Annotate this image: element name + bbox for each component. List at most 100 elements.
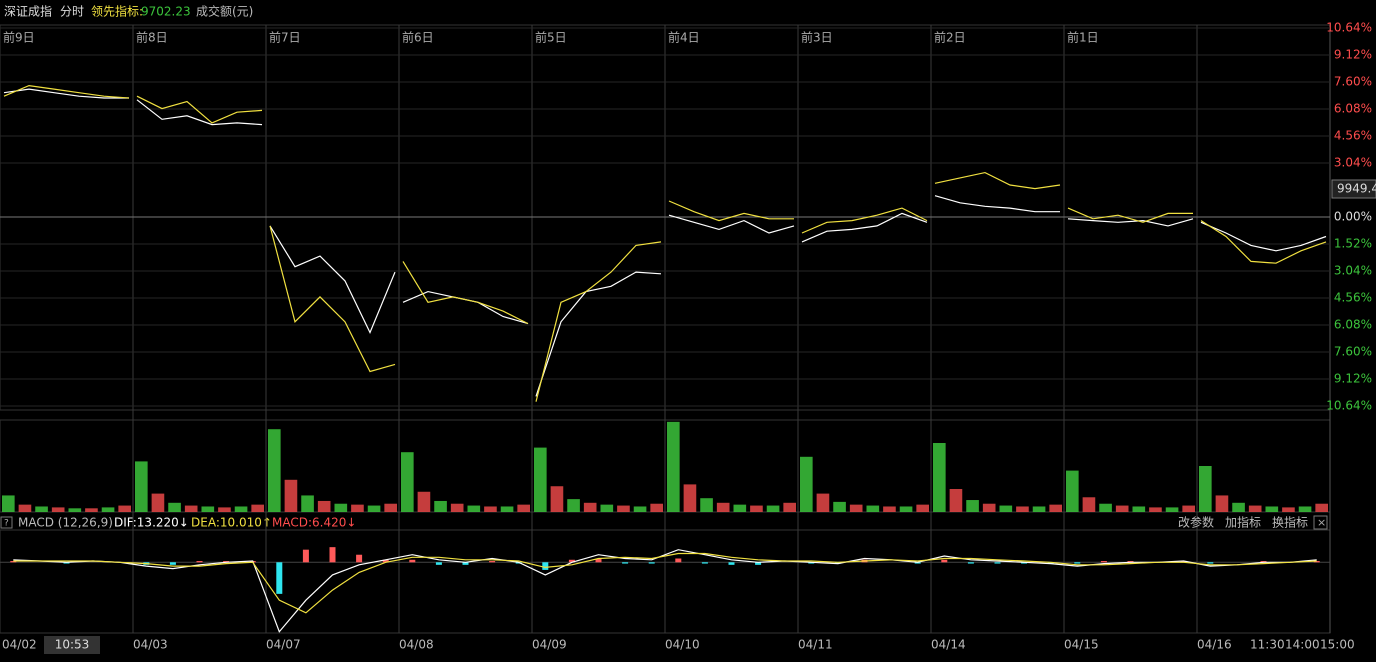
volume-bar: [1199, 466, 1212, 512]
macd-bar: [941, 559, 948, 563]
macd-bar: [834, 562, 841, 564]
volume-bar: [118, 505, 131, 512]
y-tick-label: 0.00%: [1334, 210, 1372, 224]
macd-label: MACD:6.420↓: [272, 516, 356, 530]
volume-bar: [68, 508, 82, 512]
volume-bar: [999, 505, 1013, 512]
time-label: 14:00: [1285, 638, 1320, 652]
volume-bar: [367, 505, 381, 512]
date-label: 04/02: [2, 638, 37, 652]
macd-bar: [675, 558, 682, 563]
y-tick-label: 9.12%: [1334, 372, 1372, 386]
macd-line: [13, 549, 1317, 633]
macd-button[interactable]: 改参数: [1178, 515, 1214, 530]
macd-bar: [302, 549, 309, 563]
volume-bar: [1165, 507, 1179, 512]
volume-bar: [667, 421, 680, 512]
macd-bar: [223, 561, 230, 563]
macd-bar: [622, 562, 629, 564]
indicator-value: 9702.23: [141, 5, 191, 19]
macd-bar: [542, 562, 549, 570]
volume-bar: [1298, 506, 1312, 512]
volume-bar: [567, 499, 580, 512]
macd-bar: [489, 561, 496, 563]
macd-bar: [595, 558, 602, 563]
volume-bar: [284, 479, 298, 512]
macd-bar: [329, 547, 336, 563]
index-name: 深证成指: [4, 4, 52, 19]
volume-bar: [1315, 503, 1328, 512]
day-label: 前7日: [269, 30, 301, 45]
help-icon[interactable]: [0, 516, 13, 529]
volume-bar: [201, 506, 215, 512]
volume-bar: [716, 502, 730, 512]
date-label: 04/15: [1064, 638, 1099, 652]
volume-bar: [933, 443, 946, 512]
mode[interactable]: 分时: [60, 5, 84, 19]
macd-bar: [1074, 562, 1081, 564]
volume-bar: [633, 506, 647, 512]
volume-bar: [750, 505, 763, 512]
price-tag-box: [1331, 179, 1376, 199]
day-label: 前2日: [934, 30, 966, 45]
volume-bar: [401, 452, 414, 512]
volume-bar: [550, 486, 564, 512]
volume-bar: [351, 504, 364, 512]
time-label: 11:30: [1250, 638, 1285, 652]
volume-bar: [783, 502, 796, 512]
volume-bar: [450, 503, 464, 512]
macd-bar: [382, 559, 389, 563]
price-line: [3, 84, 1327, 402]
volume-bar: [766, 505, 780, 512]
volume-bar: [317, 500, 331, 512]
dif-label: DIF:13.220↓: [114, 516, 189, 530]
volume-bar: [899, 506, 913, 512]
volume-bar: [218, 507, 231, 512]
volume-bar: [384, 503, 397, 512]
indicator-label: 领先指标:: [91, 4, 143, 19]
volume-bar: [301, 495, 314, 512]
close-mark: ×: [1317, 516, 1326, 529]
macd-title: MACD (12,26,9): [18, 516, 113, 530]
close-button[interactable]: [1313, 515, 1328, 530]
dea-label: DEA:10.010↑: [191, 516, 272, 530]
volume-bar: [168, 502, 181, 512]
y-tick-label: 1.52%: [1334, 237, 1372, 251]
volume-bar: [883, 506, 896, 512]
volume-bar: [1049, 504, 1062, 512]
macd-bar: [648, 562, 655, 564]
macd-button[interactable]: 换指标: [1272, 515, 1308, 530]
volume-bar: [1282, 507, 1295, 512]
volume-bar: [583, 502, 597, 512]
day-label: 前6日: [402, 30, 434, 45]
volume-bar: [700, 498, 713, 512]
volume-bar: [1066, 470, 1079, 512]
macd-line: [13, 552, 1317, 614]
volume-bar: [600, 504, 614, 512]
volume-bar: [916, 504, 929, 512]
date-label: 04/07: [266, 638, 301, 652]
volume-bar: [1182, 505, 1195, 512]
macd-bar: [356, 554, 363, 563]
date-label: 04/03: [133, 638, 168, 652]
volume-bar: [617, 505, 630, 512]
volume-bar: [467, 505, 481, 512]
volume-bar: [1115, 505, 1129, 512]
volume-bar: [1016, 506, 1029, 512]
macd-bar: [1100, 561, 1107, 563]
date-label: 04/10: [665, 638, 700, 652]
macd-bar: [1260, 561, 1267, 563]
macd-bar: [994, 562, 1001, 564]
volume-bar: [966, 500, 979, 512]
date-label: 04/16: [1197, 638, 1232, 652]
macd-bar: [63, 562, 70, 564]
volume-bar: [517, 504, 530, 512]
volume-bar: [85, 508, 98, 512]
volume-bar: [234, 506, 248, 512]
volume-bar: [417, 491, 431, 512]
macd-bar: [1207, 562, 1214, 564]
macd-button[interactable]: 加指标: [1225, 515, 1261, 530]
volume-bar: [833, 501, 846, 512]
volume-bar: [268, 429, 281, 512]
